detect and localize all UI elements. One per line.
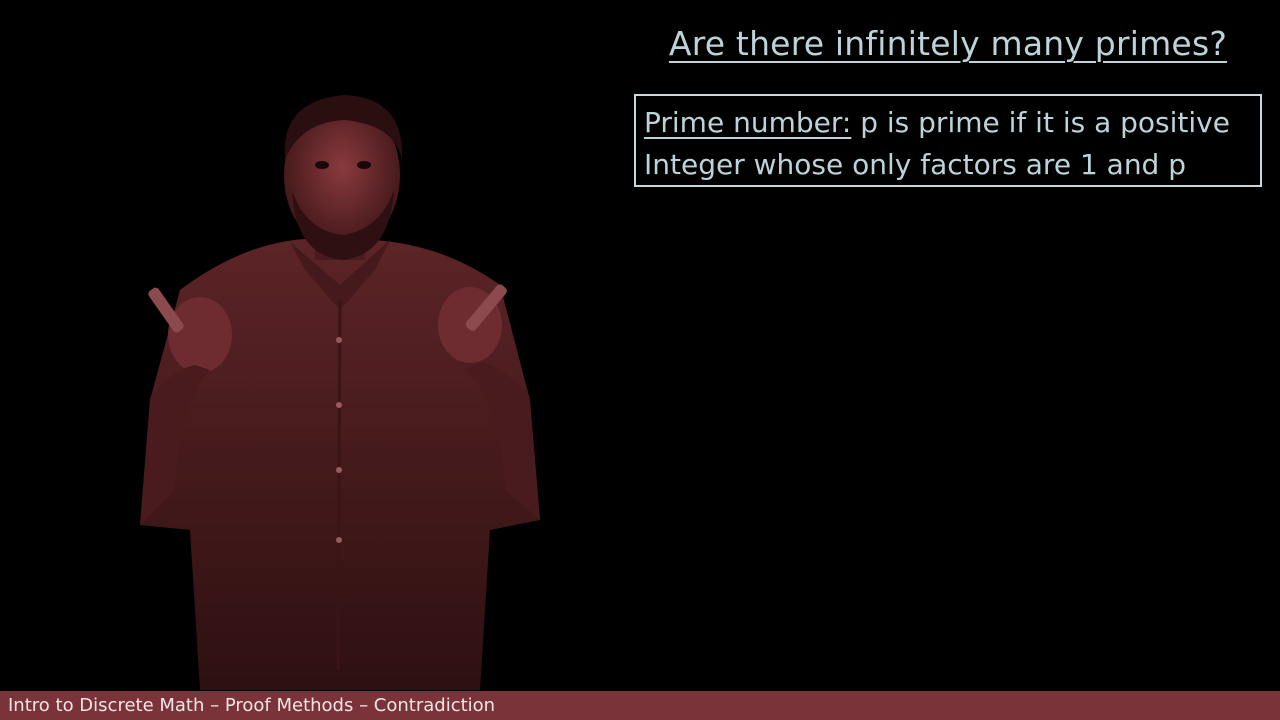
- footer-bar: Intro to Discrete Math – Proof Methods –…: [0, 691, 1280, 720]
- presenter-head: [284, 100, 400, 250]
- definition-line-1: Prime number: p is prime if it is a posi…: [644, 102, 1252, 144]
- definition-box: Prime number: p is prime if it is a posi…: [634, 94, 1262, 187]
- slide-title: Are there infinitely many primes?: [668, 24, 1228, 63]
- presenter-figure: [140, 95, 540, 690]
- definition-term: Prime number:: [644, 106, 852, 139]
- presenter-left-hand: [168, 297, 232, 373]
- definition-line-1-text: p is prime if it is a positive: [851, 106, 1230, 139]
- definition-line-2: Integer whose only factors are 1 and p: [644, 148, 1187, 181]
- footer-caption: Intro to Discrete Math – Proof Methods –…: [8, 695, 496, 716]
